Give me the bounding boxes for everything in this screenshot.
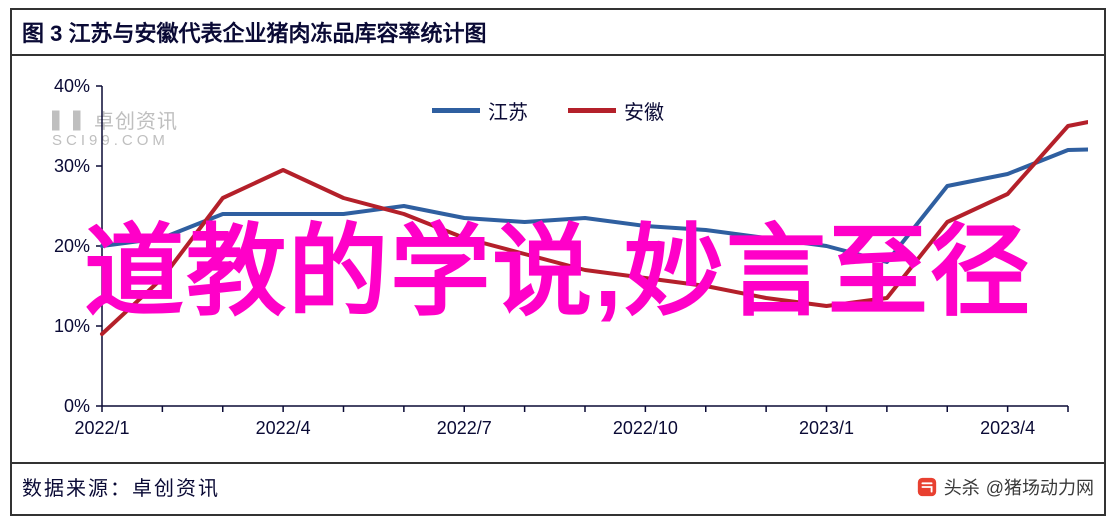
svg-text:2022/7: 2022/7 [437,418,492,438]
svg-text:2023/1: 2023/1 [799,418,854,438]
svg-text:30%: 30% [54,156,90,176]
svg-text:40%: 40% [54,76,90,96]
line-chart-svg: 0% 10% 20% 30% 40% 2022/1 2022/4 2022/7 2022/10 2… [32,76,1088,456]
byline: 头杀 @猪场动力网 [916,474,1094,500]
byline-handle: @猪场动力网 [986,474,1094,500]
svg-text:2023/4: 2023/4 [980,418,1035,438]
svg-text:20%: 20% [54,236,90,256]
chart-title: 图 3 江苏与安徽代表企业猪肉冻品库容率统计图 [12,10,1104,56]
svg-text:0%: 0% [64,396,90,416]
chart-area: ▍▍卓创资讯 SCI99.COM 江苏 安徽 0%10%20%30%40%202… [12,56,1104,462]
chart-frame: 图 3 江苏与安徽代表企业猪肉冻品库容率统计图 ▍▍卓创资讯 SCI99.COM… [10,8,1106,516]
footer: 数据来源：卓创资讯 头杀 @猪场动力网 [12,462,1104,503]
svg-text:10%: 10% [54,316,90,336]
svg-text:2022/10: 2022/10 [613,418,678,438]
svg-text:2022/4: 2022/4 [256,418,311,438]
svg-text:2022/1: 2022/1 [74,418,129,438]
headline-icon [916,476,938,498]
byline-prefix: 头杀 [944,474,980,500]
source-label: 数据来源：卓创资讯 [22,472,220,501]
